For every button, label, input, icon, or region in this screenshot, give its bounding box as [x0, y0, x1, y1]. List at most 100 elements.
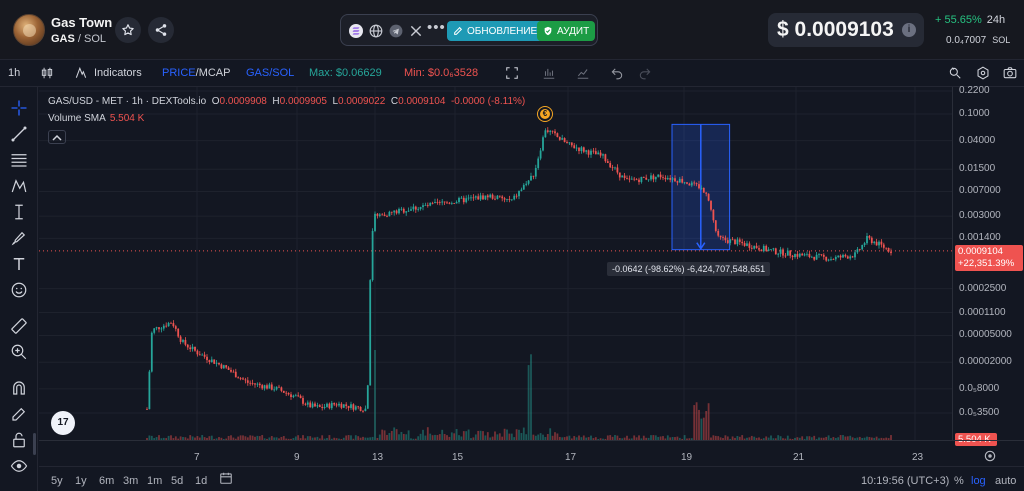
- line-chart-icon[interactable]: [576, 66, 590, 80]
- bar-chart-icon[interactable]: [542, 66, 556, 80]
- settings-icon[interactable]: [976, 66, 990, 80]
- range-button-3m[interactable]: 3m: [123, 475, 139, 487]
- update-button[interactable]: ОБНОВЛЕНИЕ: [447, 21, 544, 41]
- volume-bar: [242, 435, 244, 440]
- candlestick-plot[interactable]: [39, 87, 952, 440]
- percent-toggle[interactable]: %: [954, 475, 964, 487]
- x-twitter-icon[interactable]: [409, 24, 423, 38]
- range-button-5y[interactable]: 5y: [51, 475, 63, 487]
- candle-body: [878, 241, 880, 246]
- lock-icon[interactable]: [10, 431, 28, 449]
- candles-icon[interactable]: [40, 66, 54, 80]
- pattern-icon[interactable]: [10, 177, 28, 195]
- calendar-icon[interactable]: [219, 471, 233, 485]
- candle-body: [635, 179, 638, 181]
- candle-body: [674, 178, 676, 182]
- telegram-icon[interactable]: [389, 24, 403, 38]
- volume-bar: [470, 438, 472, 440]
- indicators-icon[interactable]: [74, 66, 88, 80]
- range-button-1m[interactable]: 1m: [147, 475, 163, 487]
- solana-icon[interactable]: [349, 24, 363, 38]
- utc-clock[interactable]: 10:19:56 (UTC+3): [861, 475, 950, 487]
- measure-ruler-icon[interactable]: [10, 203, 28, 221]
- quick-search-icon[interactable]: [948, 66, 962, 80]
- undo-icon[interactable]: [610, 66, 624, 80]
- time-tick-label: 15: [452, 452, 464, 463]
- emoji-icon[interactable]: [10, 281, 28, 299]
- eye-icon[interactable]: [10, 457, 28, 475]
- pencil-lock-icon[interactable]: [10, 405, 28, 423]
- range-button-6m[interactable]: 6m: [99, 475, 115, 487]
- candle-body: [215, 362, 218, 364]
- log-toggle[interactable]: log: [971, 475, 986, 487]
- camera-icon[interactable]: [1003, 66, 1017, 80]
- favorite-button[interactable]: [115, 17, 141, 43]
- pair-toggle[interactable]: GAS/SOL: [246, 67, 295, 79]
- legend-change: -0.0000 (-8.11%): [450, 96, 526, 107]
- collapse-legend-button[interactable]: [48, 130, 66, 144]
- axis-settings-icon[interactable]: [983, 449, 997, 463]
- candle-body: [201, 354, 204, 356]
- time-axis[interactable]: 7 9 13 15 17 19 21 23: [39, 440, 1024, 466]
- volume-bar: [414, 438, 417, 440]
- candle-body: [582, 147, 585, 152]
- range-button-1d[interactable]: 1d: [195, 475, 208, 487]
- candle-body: [489, 194, 492, 198]
- candle-body: [417, 208, 420, 210]
- share-button[interactable]: [148, 17, 174, 43]
- zoom-in-icon[interactable]: [10, 343, 28, 361]
- website-globe-icon[interactable]: [369, 24, 383, 38]
- fullscreen-icon[interactable]: [505, 66, 519, 80]
- trendline-icon[interactable]: [10, 125, 28, 143]
- interval-selector[interactable]: 1h: [8, 67, 21, 79]
- mcap-option[interactable]: MCAP: [198, 67, 231, 79]
- audit-button[interactable]: АУДИТ: [537, 21, 596, 41]
- volume-bar: [774, 438, 777, 440]
- volume-bar: [590, 435, 592, 440]
- redo-icon[interactable]: [638, 66, 652, 80]
- volume-bar: [376, 437, 379, 440]
- more-links-icon[interactable]: •••: [427, 19, 446, 36]
- horizontal-lines-icon[interactable]: [10, 151, 28, 169]
- price-scale[interactable]: 0.0009104 +22,351.39% 5.504 K 0.2200 0.10…: [952, 85, 1024, 446]
- range-button-1y[interactable]: 1y: [75, 475, 87, 487]
- candle-body: [746, 243, 748, 246]
- volume-bar: [479, 430, 482, 440]
- tradingview-logo[interactable]: 17: [51, 411, 75, 435]
- candle-body: [882, 244, 885, 248]
- brush-icon[interactable]: [10, 229, 28, 247]
- magnet-icon[interactable]: [10, 379, 28, 397]
- volume-bar: [407, 430, 410, 440]
- candle-body: [750, 247, 753, 249]
- volume-bar: [410, 438, 412, 440]
- volume-bar: [328, 435, 331, 440]
- candle-body: [784, 255, 787, 257]
- text-tool-icon[interactable]: [10, 255, 28, 273]
- price-mcap-toggle[interactable]: PRICE/MCAP: [162, 67, 230, 79]
- volume-bar: [659, 436, 662, 440]
- crosshair-icon[interactable]: [10, 99, 28, 117]
- volume-bar: [393, 427, 396, 440]
- ruler-icon[interactable]: [10, 317, 28, 335]
- auto-toggle[interactable]: auto: [995, 475, 1017, 487]
- candle-body: [681, 178, 684, 183]
- range-button-5d[interactable]: 5d: [171, 475, 184, 487]
- indicators-button[interactable]: Indicators: [94, 67, 142, 79]
- candle-body: [263, 385, 266, 389]
- info-icon[interactable]: i: [902, 23, 916, 37]
- toolbar-scroll-handle[interactable]: [33, 433, 36, 455]
- candle-body: [796, 254, 799, 257]
- volume-bars: [146, 350, 892, 440]
- volume-bar: [614, 435, 616, 440]
- volume-bar: [556, 433, 559, 440]
- volume-bar: [544, 436, 547, 440]
- price-tick-label: 0.04000: [959, 134, 996, 146]
- price-chart[interactable]: GAS/USD - MET · 1h · DEXTools.io O0.0009…: [39, 87, 952, 440]
- event-marker-icon[interactable]: €: [538, 107, 552, 121]
- candle-body: [498, 195, 501, 197]
- token-avatar[interactable]: [13, 14, 45, 46]
- price-option[interactable]: PRICE: [162, 67, 196, 79]
- volume-bar: [854, 438, 856, 440]
- volume-bar: [350, 435, 352, 440]
- social-links: ••• ОБНОВЛЕНИЕ АУДИТ: [340, 14, 598, 46]
